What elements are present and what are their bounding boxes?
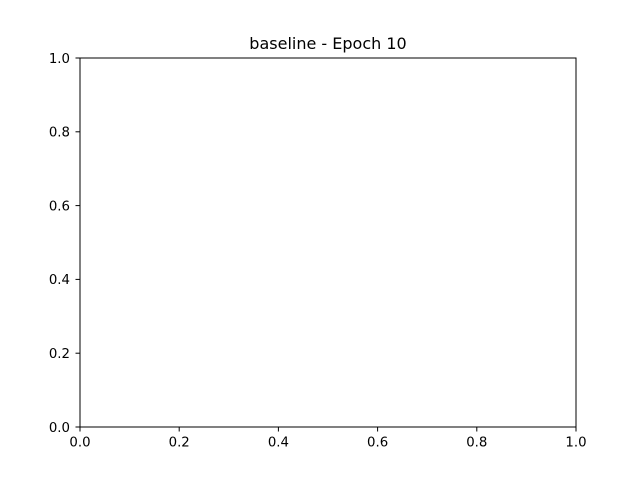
y-tick-label: 0.0 [49,421,70,436]
x-tick-label: 0.6 [367,436,388,451]
x-tick-label: 0.0 [69,436,90,451]
y-tick-label: 0.4 [49,273,70,288]
y-tick-label: 0.6 [49,199,70,214]
plot-area [79,57,577,428]
y-tick-label: 1.0 [49,52,70,67]
y-axis: 0.0 0.2 0.4 0.6 0.8 1.0 [49,52,80,436]
y-tick-label: 0.8 [49,126,70,141]
y-tick-label: 0.2 [49,347,70,362]
chart-title: baseline - Epoch 10 [249,34,406,53]
x-tick-label: 0.8 [466,436,487,451]
x-tick-label: 0.4 [268,436,289,451]
x-axis: 0.0 0.2 0.4 0.6 0.8 1.0 [69,427,587,451]
x-tick-label: 0.2 [169,436,190,451]
x-tick-label: 1.0 [565,436,586,451]
